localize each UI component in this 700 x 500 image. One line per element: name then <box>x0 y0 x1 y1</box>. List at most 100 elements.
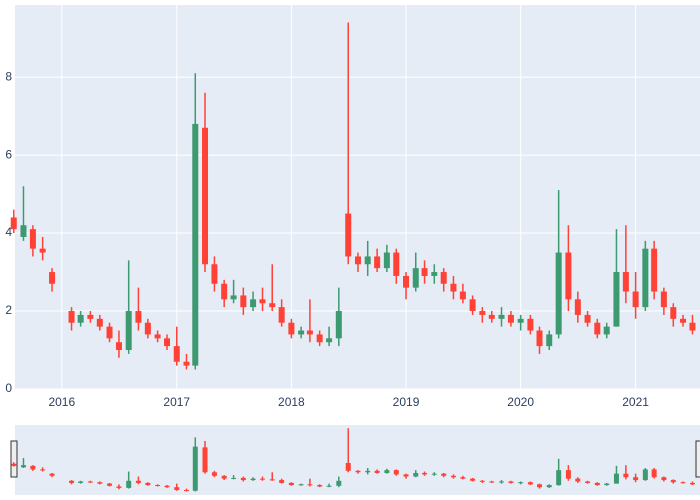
slider-candle-body <box>470 478 476 481</box>
slider-candle-body <box>575 478 581 482</box>
candle-body <box>459 291 466 300</box>
slider-candle-body <box>116 486 122 488</box>
candle-body <box>39 248 46 253</box>
candle-body <box>335 311 342 339</box>
candle-body <box>403 275 410 288</box>
slider-candle-body <box>192 446 198 491</box>
slider-candle-body <box>670 480 676 483</box>
slider-candle-body <box>107 483 113 486</box>
slider-candle-body <box>288 482 294 486</box>
candle-body <box>383 252 390 269</box>
slider-candle-body <box>20 465 26 468</box>
candle-body <box>96 318 103 327</box>
y-tick-label: 6 <box>5 147 12 161</box>
slider-candle-body <box>30 465 36 470</box>
slider-candle-body <box>422 472 428 475</box>
candle-body <box>374 256 381 269</box>
candle-body <box>173 346 180 362</box>
x-tick-label: 2020 <box>507 395 534 409</box>
slider-candle-body <box>680 482 686 484</box>
candle-body <box>115 342 122 351</box>
slider-candle-body <box>259 478 265 480</box>
candle-body <box>345 213 352 257</box>
slider-candle-body <box>518 482 524 484</box>
y-tick-label: 4 <box>5 225 12 239</box>
slider-candle-body <box>174 487 180 491</box>
candle-body <box>680 318 687 323</box>
slider-candle-body <box>40 469 46 471</box>
slider-candle-body <box>336 480 342 486</box>
candle-body <box>603 326 610 335</box>
slider-candle-body <box>431 473 437 475</box>
slider-candle-body <box>460 477 466 479</box>
candle-body <box>298 330 305 335</box>
slider-candle-body <box>479 480 485 482</box>
slider-candle-body <box>413 472 419 477</box>
slider-candle-body <box>585 481 591 483</box>
slider-candle-body <box>623 473 629 478</box>
slider-candle-body <box>78 481 84 483</box>
slider-candle-body <box>326 485 332 487</box>
slider-candle-body <box>49 473 55 476</box>
y-tick-label: 0 <box>5 381 12 395</box>
candle-body <box>211 264 218 284</box>
candle-body <box>469 299 476 312</box>
slider-candle-body <box>527 482 533 485</box>
candle-body <box>164 338 171 347</box>
slider-candle-body <box>499 481 505 483</box>
slider-candle-body <box>651 469 657 478</box>
candle-body <box>183 361 190 366</box>
slider-candle-body <box>384 470 390 473</box>
slider-candle-body <box>556 470 562 486</box>
candle-body <box>651 248 658 292</box>
slider-candle-body <box>250 478 256 481</box>
candle-body <box>221 283 228 300</box>
x-tick-label: 2017 <box>163 395 190 409</box>
slider-handle-right[interactable] <box>695 440 700 478</box>
slider-candle-body <box>642 469 648 481</box>
y-tick-label: 2 <box>5 303 12 317</box>
x-tick-label: 2016 <box>48 395 75 409</box>
candle-body <box>106 326 113 339</box>
slider-candle-body <box>87 481 93 483</box>
candle-body <box>431 272 438 276</box>
slider-candle-body <box>298 484 304 486</box>
candle-body <box>632 291 639 308</box>
candle-body <box>354 256 361 265</box>
candle-body <box>450 283 457 292</box>
slider-candle-body <box>565 470 571 479</box>
slider-candle-body <box>135 480 141 483</box>
candle-body <box>250 299 257 308</box>
candle-body <box>584 314 591 323</box>
candle-body <box>240 295 247 308</box>
slider-candle-body <box>508 481 514 483</box>
candle-body <box>479 311 486 315</box>
candle-body <box>507 314 514 323</box>
candle-body <box>192 123 199 366</box>
candle-body <box>125 311 132 351</box>
x-tick-label: 2018 <box>278 395 305 409</box>
slider-candle-body <box>155 485 161 487</box>
candle-body <box>29 229 36 249</box>
candle-body <box>517 318 524 323</box>
slider-candle-body <box>345 463 351 471</box>
slider-candle-body <box>450 475 456 478</box>
candle-body <box>642 248 649 308</box>
candle-body <box>622 272 629 292</box>
candle-body <box>555 252 562 335</box>
candle-body <box>527 318 534 331</box>
slider-candle-body <box>126 480 132 488</box>
candle-body <box>670 307 677 319</box>
slider-candle-body <box>211 472 217 476</box>
candle-body <box>660 291 667 308</box>
candle-body <box>574 299 581 315</box>
candle-body <box>393 252 400 276</box>
slider-candle-body <box>269 479 275 481</box>
slider-candle-body <box>279 480 285 483</box>
slider-candle-body <box>202 447 208 473</box>
slider-candle-body <box>183 490 189 492</box>
slider-candle-body <box>221 475 227 479</box>
candle-body <box>154 334 161 339</box>
slider-handle-left[interactable] <box>10 440 18 478</box>
